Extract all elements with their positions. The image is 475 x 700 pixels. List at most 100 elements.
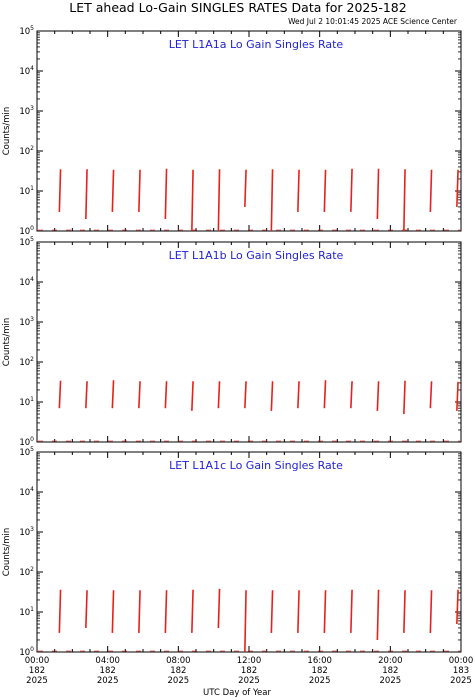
spike-mark [270,169,274,232]
spike-mark [138,169,141,212]
spike-mark [111,380,115,409]
spike-mark [164,381,168,409]
spike-mark [350,381,353,409]
x-tick-time-label: 12:00 [237,656,262,666]
spike-mark [456,589,459,625]
spike-mark [191,169,194,232]
y-tick-label: 105 [19,236,34,248]
spike-mark [270,590,274,633]
panel-title: LET L1A1b Lo Gain Singles Rate [169,249,344,262]
spike-mark [85,590,88,628]
y-tick-label: 104 [19,276,34,288]
spike-mark [376,589,380,640]
x-tick-day-label: 182 [29,666,45,676]
plot-frame [36,30,462,232]
x-tick-time-label: 16:00 [307,656,332,666]
x-tick-time-label: 00:00 [25,656,50,666]
y-tick-label: 105 [19,446,34,458]
spike-mark [111,590,115,633]
y-tick-label: 102 [19,145,34,157]
spike-mark [350,168,353,212]
timestamp-label: Wed Jul 2 10:01:45 2025 ACE Science Cent… [288,17,458,26]
spike-mark [164,168,168,219]
y-axis-label: Counts/min [2,318,12,367]
spike-mark [403,380,406,415]
spike-mark [376,381,380,411]
x-tick-day-label: 182 [100,666,116,676]
spike-mark [191,381,194,411]
y-axis-label: Counts/min [2,528,12,577]
x-tick-day-label: 182 [170,666,186,676]
panel-title: LET L1A1a Lo Gain Singles Rate [169,38,344,51]
panels-group: 100 101 102 103 104 105 Counts/min LET L1A1a Lo… [2,25,473,686]
spike-mark [297,169,300,212]
x-tick-day-label: 183 [453,666,469,676]
plot-frame [36,241,462,443]
x-tick-day-label: 182 [382,666,398,676]
y-tick-label: 100 [19,436,34,448]
x-axis-label: UTC Day of Year [203,688,271,698]
y-tick-label: 102 [19,566,34,578]
spike-mark [270,381,274,411]
spike-mark [350,589,353,633]
spike-mark [111,169,115,212]
x-tick-day-label: 182 [312,666,328,676]
figure-title: LET ahead Lo-Gain SINGLES RATES Data for… [69,0,406,15]
spike-mark [138,590,141,633]
spike-mark [217,169,221,232]
y-tick-label: 100 [19,646,34,658]
x-tick-time-label: 20:00 [378,656,403,666]
y-tick-label: 105 [19,25,34,37]
spike-mark [58,169,62,212]
spike-mark [429,169,433,212]
spike-mark [217,588,221,628]
y-tick-label: 101 [19,396,34,408]
x-tick-year-label: 2025 [168,676,190,686]
spike-mark [58,589,62,633]
x-tick-year-label: 2025 [309,676,331,686]
y-tick-label: 101 [19,606,34,618]
y-tick-label: 104 [19,65,34,77]
spike-mark [297,381,300,409]
x-tick-year-label: 2025 [238,676,260,686]
spike-mark [85,169,88,219]
spike-mark [403,590,406,633]
spike-mark [429,381,433,409]
spike-mark [403,169,406,232]
y-tick-label: 103 [19,316,34,328]
y-tick-label: 103 [19,526,34,538]
spike-mark [191,589,194,633]
spike-mark [217,381,221,409]
plot-frame [36,451,462,653]
panel-3: 100 101 102 103 104 105 Counts/min LET L1A1c Lo… [2,446,473,686]
panel-2: 100 101 102 103 104 105 Counts/min LET L1A1b Lo… [2,236,462,448]
y-tick-label: 101 [19,185,34,197]
spike-mark [244,590,247,653]
x-tick-day-label: 182 [241,666,257,676]
y-tick-label: 102 [19,356,34,368]
spike-mark [244,381,247,409]
spike-mark [138,381,141,409]
x-tick-year-label: 2025 [380,676,402,686]
y-tick-label: 104 [19,486,34,498]
y-tick-label: 103 [19,105,34,117]
x-tick-year-label: 2025 [26,676,48,686]
x-tick-time-label: 00:00 [449,656,474,666]
spike-mark [376,168,380,219]
x-tick-year-label: 2025 [97,676,119,686]
x-tick-year-label: 2025 [450,676,472,686]
spike-mark [456,169,459,207]
spike-mark [85,381,88,409]
y-tick-label: 100 [19,225,34,237]
spike-mark [456,381,459,411]
spike-mark [323,380,327,409]
spike-mark [297,590,300,633]
spike-mark [164,590,168,633]
spike-mark [244,169,247,207]
spike-mark [323,169,327,212]
spike-mark [429,590,433,633]
panel-title: LET L1A1c Lo Gain Singles Rate [169,459,343,472]
spike-mark [323,590,327,633]
spike-mark [58,380,62,409]
